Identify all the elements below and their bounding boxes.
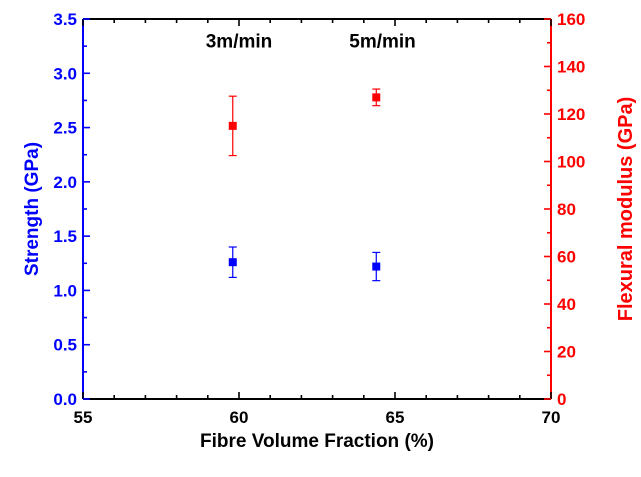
data-point (372, 262, 381, 271)
labels: 55 60 65 70 0.0 0.5 1.0 1.5 2.0 2.5 3.0 3.5 0 20 40 60 8… (22, 10, 637, 452)
x-tick-label: 65 (386, 408, 405, 427)
annotation-label: 3m/min (206, 32, 273, 53)
x-tick-label: 55 (74, 408, 93, 427)
data-point (228, 121, 237, 130)
y-left-tick-label: 0.0 (53, 390, 77, 409)
y-right-tick-label: 60 (557, 248, 576, 267)
y-left-axis-title: Strength (GPa) (22, 142, 43, 276)
data-point (228, 258, 237, 267)
y-right-axis-title: Flexural modulus (GPa) (615, 97, 637, 321)
x-tick-label: 70 (542, 408, 561, 427)
axes (82, 18, 552, 400)
y-right-tick-label: 20 (557, 343, 576, 362)
series-right (228, 88, 381, 157)
y-left-tick-label: 2.5 (53, 119, 77, 138)
y-right-tick-label: 120 (557, 105, 585, 124)
x-tick-label: 60 (230, 408, 249, 427)
y-right-tick-label: 160 (557, 10, 585, 29)
y-left-tick-label: 3.0 (53, 64, 77, 83)
y-left-tick-label: 1.0 (53, 281, 77, 300)
y-right-tick-label: 80 (557, 200, 576, 219)
ticks (82, 18, 552, 400)
data-point (372, 93, 381, 102)
annotation-label: 5m/min (349, 32, 416, 53)
series-left (228, 246, 381, 282)
y-right-tick-label: 0 (557, 390, 566, 409)
x-axis-title: Fibre Volume Fraction (%) (200, 431, 434, 452)
y-left-tick-label: 0.5 (53, 336, 77, 355)
y-left-tick-label: 3.5 (53, 10, 77, 29)
y-right-tick-label: 40 (557, 295, 576, 314)
y-right-tick-label: 100 (557, 153, 585, 172)
y-left-tick-label: 1.5 (53, 227, 77, 246)
data-marks (228, 88, 381, 282)
y-right-tick-label: 140 (557, 58, 585, 77)
y-left-tick-label: 2.0 (53, 173, 77, 192)
